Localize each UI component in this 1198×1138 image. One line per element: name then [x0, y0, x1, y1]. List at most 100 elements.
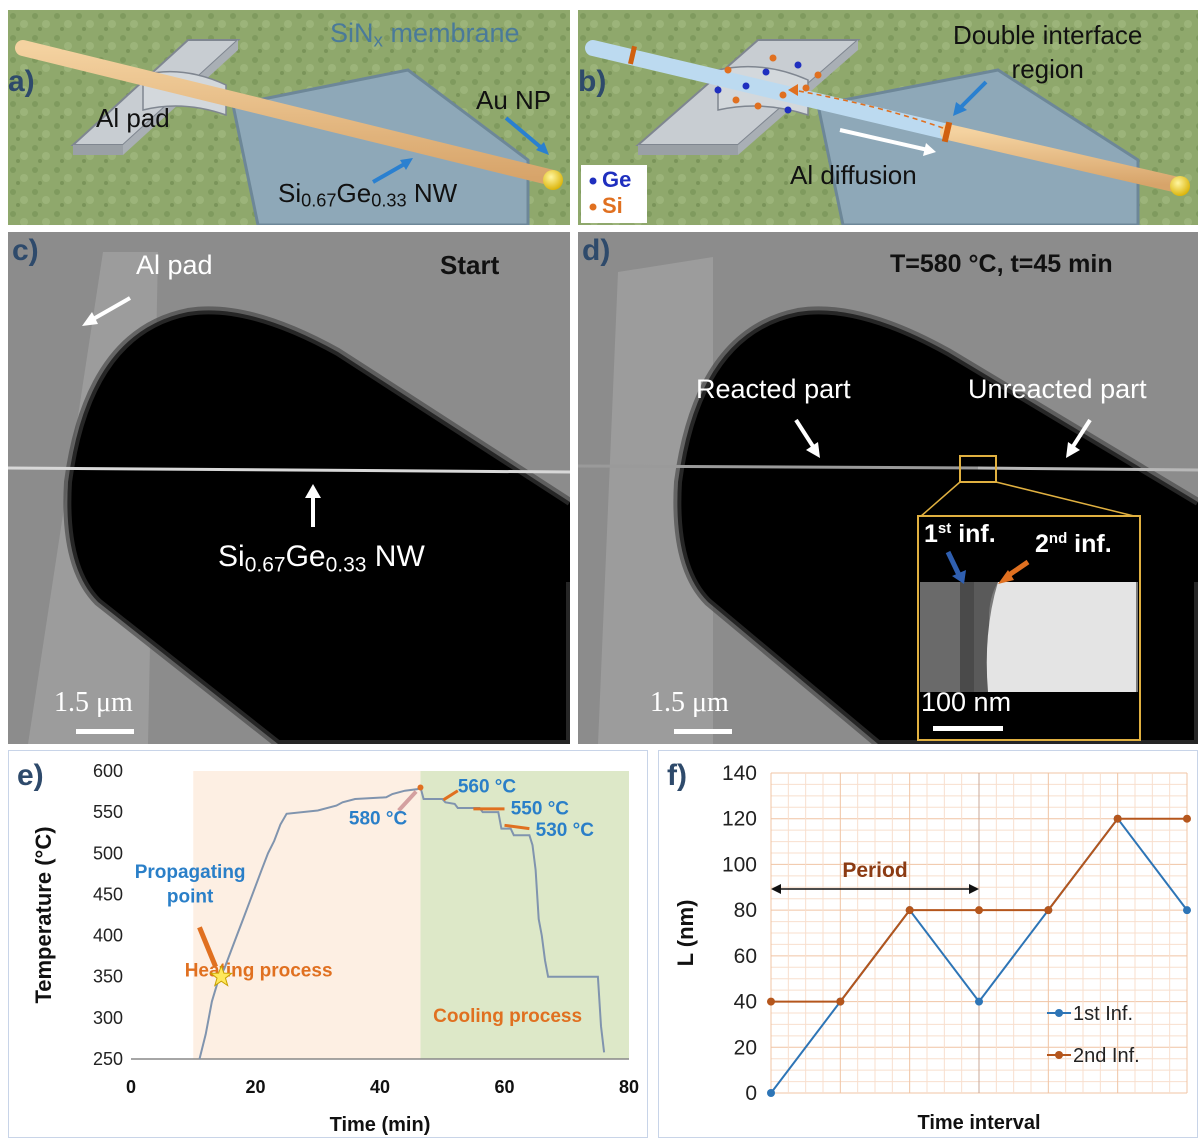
panel-label: b)	[578, 65, 607, 98]
reacted-part-label: Reacted part	[696, 374, 851, 404]
legend-label: 2nd Inf.	[1073, 1045, 1140, 1067]
panel-a: a) SiNx membrane Al pad Au NP Si0.67Ge0.…	[8, 10, 570, 225]
membrane-subscript: x	[373, 30, 383, 52]
nanowire-label: Si0.67Ge0.33 NW	[218, 540, 425, 577]
nanowire-label: Si0.67Ge0.33 NW	[278, 178, 457, 212]
y-tick-label: 450	[93, 884, 123, 904]
legend-marker	[1055, 1051, 1063, 1059]
propagating-label: point	[167, 887, 214, 908]
inf1-tail: inf.	[951, 520, 996, 548]
al-pad-label: Al pad	[136, 250, 213, 280]
y-tick-label: 20	[734, 1036, 757, 1059]
inf2-number: 2	[1035, 530, 1049, 558]
inf1-label: 1st inf.	[924, 520, 996, 549]
annotation-arrow	[197, 926, 218, 968]
y-tick-label: 250	[93, 1049, 123, 1069]
inset-scale-bar	[933, 726, 1003, 731]
condition-label: T=580 °C, t=45 min	[890, 250, 1113, 278]
panel-b: b) Double interface region Al diffusion …	[578, 10, 1198, 225]
data-point	[1183, 814, 1191, 823]
period-label: Period	[842, 859, 907, 882]
y-axis-label: L (nm)	[673, 900, 698, 967]
y-tick-label: 550	[93, 802, 123, 822]
data-point	[1183, 906, 1191, 915]
y-tick-label: 80	[734, 899, 757, 922]
ge-text: Ge	[336, 178, 372, 208]
y-tick-label: 40	[734, 991, 757, 1014]
panel-d: d) T=580 °C, t=45 min Reacted part Unrea…	[578, 232, 1198, 744]
nw-tail: NW	[366, 540, 425, 573]
inf1-number: 1	[924, 520, 938, 548]
inset-scale-label: 100 nm	[921, 687, 1012, 717]
start-label: Start	[440, 250, 500, 280]
panel-label: d)	[582, 234, 611, 267]
x-tick-label: 80	[619, 1077, 639, 1097]
al-diffusion-label: Al diffusion	[790, 160, 917, 190]
ge-subscript: 0.33	[371, 190, 407, 211]
sem-image-c	[8, 232, 570, 744]
panel-a-illustration	[8, 10, 570, 225]
region-label: Heating process	[185, 961, 333, 982]
x-tick-label: 40	[370, 1077, 390, 1097]
data-point	[905, 906, 914, 915]
panel-f: f) 0 20 40 60 80 100 120 140 L (nm) Time interval P…	[658, 750, 1198, 1138]
data-point	[1113, 814, 1122, 823]
double-interface-line2: region	[1011, 54, 1084, 84]
unreacted-part-label: Unreacted part	[968, 374, 1147, 404]
inf2-label: 2nd inf.	[1035, 530, 1112, 559]
data-point	[975, 906, 983, 915]
x-tick-label: 20	[245, 1077, 265, 1097]
legend-label: 1st Inf.	[1073, 1003, 1133, 1025]
y-tick-label: 0	[745, 1082, 757, 1105]
au-np-label: Au NP	[476, 85, 552, 115]
scale-bar	[76, 729, 134, 734]
period-arrowhead	[969, 884, 979, 894]
temperature-line	[198, 786, 606, 1060]
si-text: Si	[278, 178, 302, 208]
scale-bar	[674, 729, 732, 734]
inf1-superscript: st	[937, 520, 952, 537]
legend-marker	[1055, 1009, 1063, 1017]
y-tick-label: 140	[722, 762, 757, 785]
panel-label: a)	[8, 65, 35, 98]
legend-si: Si	[602, 193, 623, 218]
ge-text: Ge	[285, 540, 326, 573]
sem-image-d	[578, 232, 1198, 744]
si-subscript: 0.67	[244, 553, 286, 577]
panel-e: Heating process Cooling process e) 250 300 35…	[8, 750, 648, 1138]
y-tick-label: 120	[722, 808, 757, 831]
annotation-arrow	[504, 823, 530, 831]
y-tick-label: 300	[93, 1008, 123, 1028]
data-point	[767, 1089, 775, 1097]
annotation-530: 530 °C	[536, 820, 595, 841]
double-interface-label: Double interface region	[953, 18, 1142, 86]
x-axis-label: Time interval	[917, 1112, 1040, 1134]
propagating-point-star	[209, 964, 234, 987]
annotation-arrow	[442, 789, 459, 802]
scale-bar-label: 1.5 μm	[650, 687, 729, 718]
annotation-580: 580 °C	[349, 808, 408, 829]
y-tick-label: 400	[93, 926, 123, 946]
panel-label: f)	[667, 759, 687, 792]
region-0	[193, 771, 421, 1059]
annotation-550: 550 °C	[511, 799, 570, 820]
membrane-text: SiN	[330, 18, 374, 48]
data-point	[975, 997, 983, 1006]
y-tick-label: 100	[722, 853, 757, 876]
inf2-superscript: nd	[1048, 530, 1068, 547]
nw-tail: NW	[406, 178, 458, 208]
si-text: Si	[218, 540, 245, 573]
al-pad-label: Al pad	[96, 103, 170, 133]
panel-b-illustration	[578, 10, 1198, 225]
peak-point	[417, 784, 424, 791]
x-tick-label: 60	[494, 1077, 514, 1097]
y-tick-label: 600	[93, 761, 123, 781]
si-subscript: 0.67	[301, 190, 337, 211]
propagating-label: Propagating	[135, 862, 246, 883]
y-tick-label: 60	[734, 945, 757, 968]
panel-c: c) Al pad Start Si0.67Ge0.33 NW 1.5 μm	[8, 232, 570, 744]
y-axis-label: Temperature (°C)	[31, 826, 56, 1003]
y-tick-label: 500	[93, 843, 123, 863]
data-point	[1044, 906, 1053, 915]
double-interface-line1: Double interface	[953, 20, 1143, 50]
